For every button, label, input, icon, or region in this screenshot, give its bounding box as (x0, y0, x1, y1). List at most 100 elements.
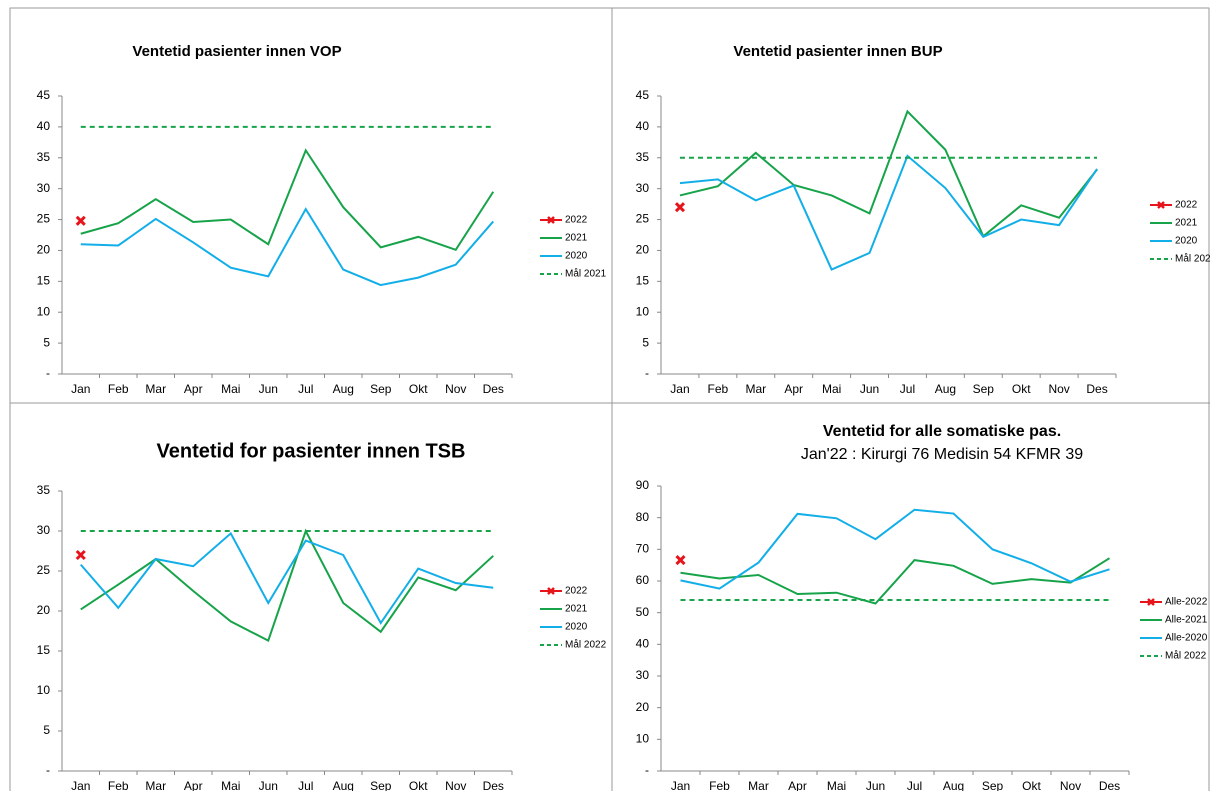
x-tick-label: Sep (370, 382, 392, 396)
x-tick-label: Feb (108, 779, 129, 791)
series-line (80, 207, 495, 287)
x-tick-label: Nov (1048, 382, 1069, 396)
legend-label: 2022 (565, 215, 588, 226)
data-marker (75, 215, 86, 226)
x-tick-label: Jun (866, 779, 885, 791)
y-tick-label: 40 (636, 119, 650, 133)
x-tick-label: Jul (298, 382, 313, 396)
y-tick-label: 25 (37, 563, 51, 577)
legend-marker (1147, 598, 1155, 606)
y-tick-label: 5 (43, 723, 50, 737)
y-tick-label: 30 (636, 668, 650, 682)
y-tick-label: 20 (636, 243, 650, 257)
series-line (679, 109, 1098, 238)
x-tick-label: Mai (827, 779, 846, 791)
y-tick-label: 10 (37, 304, 51, 318)
x-tick-label: Mar (748, 779, 769, 791)
y-tick-label: 45 (37, 88, 51, 102)
legend-marker (1157, 201, 1165, 209)
y-tick-label: 15 (636, 274, 650, 288)
series-line (680, 557, 1111, 605)
x-tick-label: Mar (745, 382, 766, 396)
y-tick-label: 50 (636, 605, 650, 619)
series-line (79, 531, 494, 625)
x-tick-label: Feb (708, 382, 729, 396)
y-tick-label: 25 (37, 212, 51, 226)
x-tick-label: Okt (1022, 779, 1041, 791)
x-tick-label: Apr (788, 779, 807, 791)
x-tick-label: Nov (445, 382, 466, 396)
x-tick-label: Jan (671, 779, 690, 791)
x-tick-label: Apr (784, 382, 803, 396)
x-tick-label: Aug (943, 779, 964, 791)
x-tick-label: Feb (709, 779, 730, 791)
y-tick-label: 30 (37, 523, 51, 537)
legend-label: Alle-2022 (1165, 597, 1208, 608)
y-tick-label: 25 (636, 212, 650, 226)
y-tick-label: 15 (37, 643, 51, 657)
x-tick-label: Jan (670, 382, 689, 396)
x-tick-label: Jul (900, 382, 915, 396)
legend-label: 2021 (565, 233, 588, 244)
x-tick-label: Jan (71, 382, 90, 396)
y-tick-label: - (645, 366, 649, 380)
data-marker (674, 202, 686, 213)
y-tick-label: 30 (636, 181, 650, 195)
x-tick-label: Des (483, 779, 504, 791)
x-tick-label: Mar (145, 779, 166, 791)
legend-label: 2021 (565, 604, 588, 615)
chart-title: Ventetid pasienter innen BUP (733, 43, 942, 60)
legend-marker (547, 216, 555, 224)
y-tick-label: - (46, 366, 50, 380)
y-tick-label: 5 (43, 335, 50, 349)
data-marker (675, 555, 686, 566)
y-tick-label: 45 (636, 88, 650, 102)
legend-label: Mål 2022 (565, 639, 607, 651)
y-tick-label: 20 (37, 243, 51, 257)
legend-label: Alle-2020 (1165, 633, 1208, 644)
x-tick-label: Mai (221, 779, 240, 791)
series-line (80, 528, 494, 643)
x-tick-label: Des (1099, 779, 1120, 791)
legend-label: 2021 (1175, 218, 1198, 229)
chart-title: Ventetid for alle somatiske pas. (823, 423, 1061, 440)
x-tick-label: Okt (409, 779, 428, 791)
x-tick-label: Feb (108, 382, 129, 396)
y-tick-label: - (645, 763, 649, 777)
x-tick-label: Jun (259, 779, 278, 791)
x-tick-label: Aug (333, 779, 354, 791)
y-tick-label: 35 (636, 150, 650, 164)
x-tick-label: Jul (907, 779, 922, 791)
x-tick-label: Jan (71, 779, 90, 791)
chart-subtitle: Jan'22 : Kirurgi 76 Medisin 54 KFMR 39 (801, 446, 1083, 463)
y-tick-label: 40 (636, 637, 650, 651)
x-tick-label: Okt (1012, 382, 1031, 396)
y-tick-label: - (46, 763, 50, 777)
y-tick-label: 5 (642, 335, 649, 349)
x-tick-label: Mai (822, 382, 841, 396)
x-tick-label: Jun (860, 382, 879, 396)
x-tick-label: Mar (145, 382, 166, 396)
series-line (80, 148, 495, 252)
legend-label: 2020 (565, 251, 588, 262)
x-tick-label: Aug (333, 382, 354, 396)
x-tick-label: Jul (298, 779, 313, 791)
legend-label: Alle-2021 (1165, 615, 1208, 626)
x-tick-label: Des (1086, 382, 1107, 396)
y-tick-label: 80 (636, 510, 650, 524)
y-tick-label: 10 (636, 304, 650, 318)
x-tick-label: Mai (221, 382, 240, 396)
y-tick-label: 20 (636, 700, 650, 714)
y-tick-label: 15 (37, 274, 51, 288)
legend-label: 2022 (565, 586, 588, 597)
x-tick-label: Jun (259, 382, 278, 396)
legend-label: 2022 (1175, 200, 1198, 211)
y-tick-label: 10 (636, 732, 650, 746)
y-tick-label: 60 (636, 573, 650, 587)
x-tick-label: Sep (973, 382, 995, 396)
y-tick-label: 70 (636, 542, 650, 556)
legend-label: 2020 (565, 622, 588, 633)
y-tick-label: 10 (37, 683, 51, 697)
